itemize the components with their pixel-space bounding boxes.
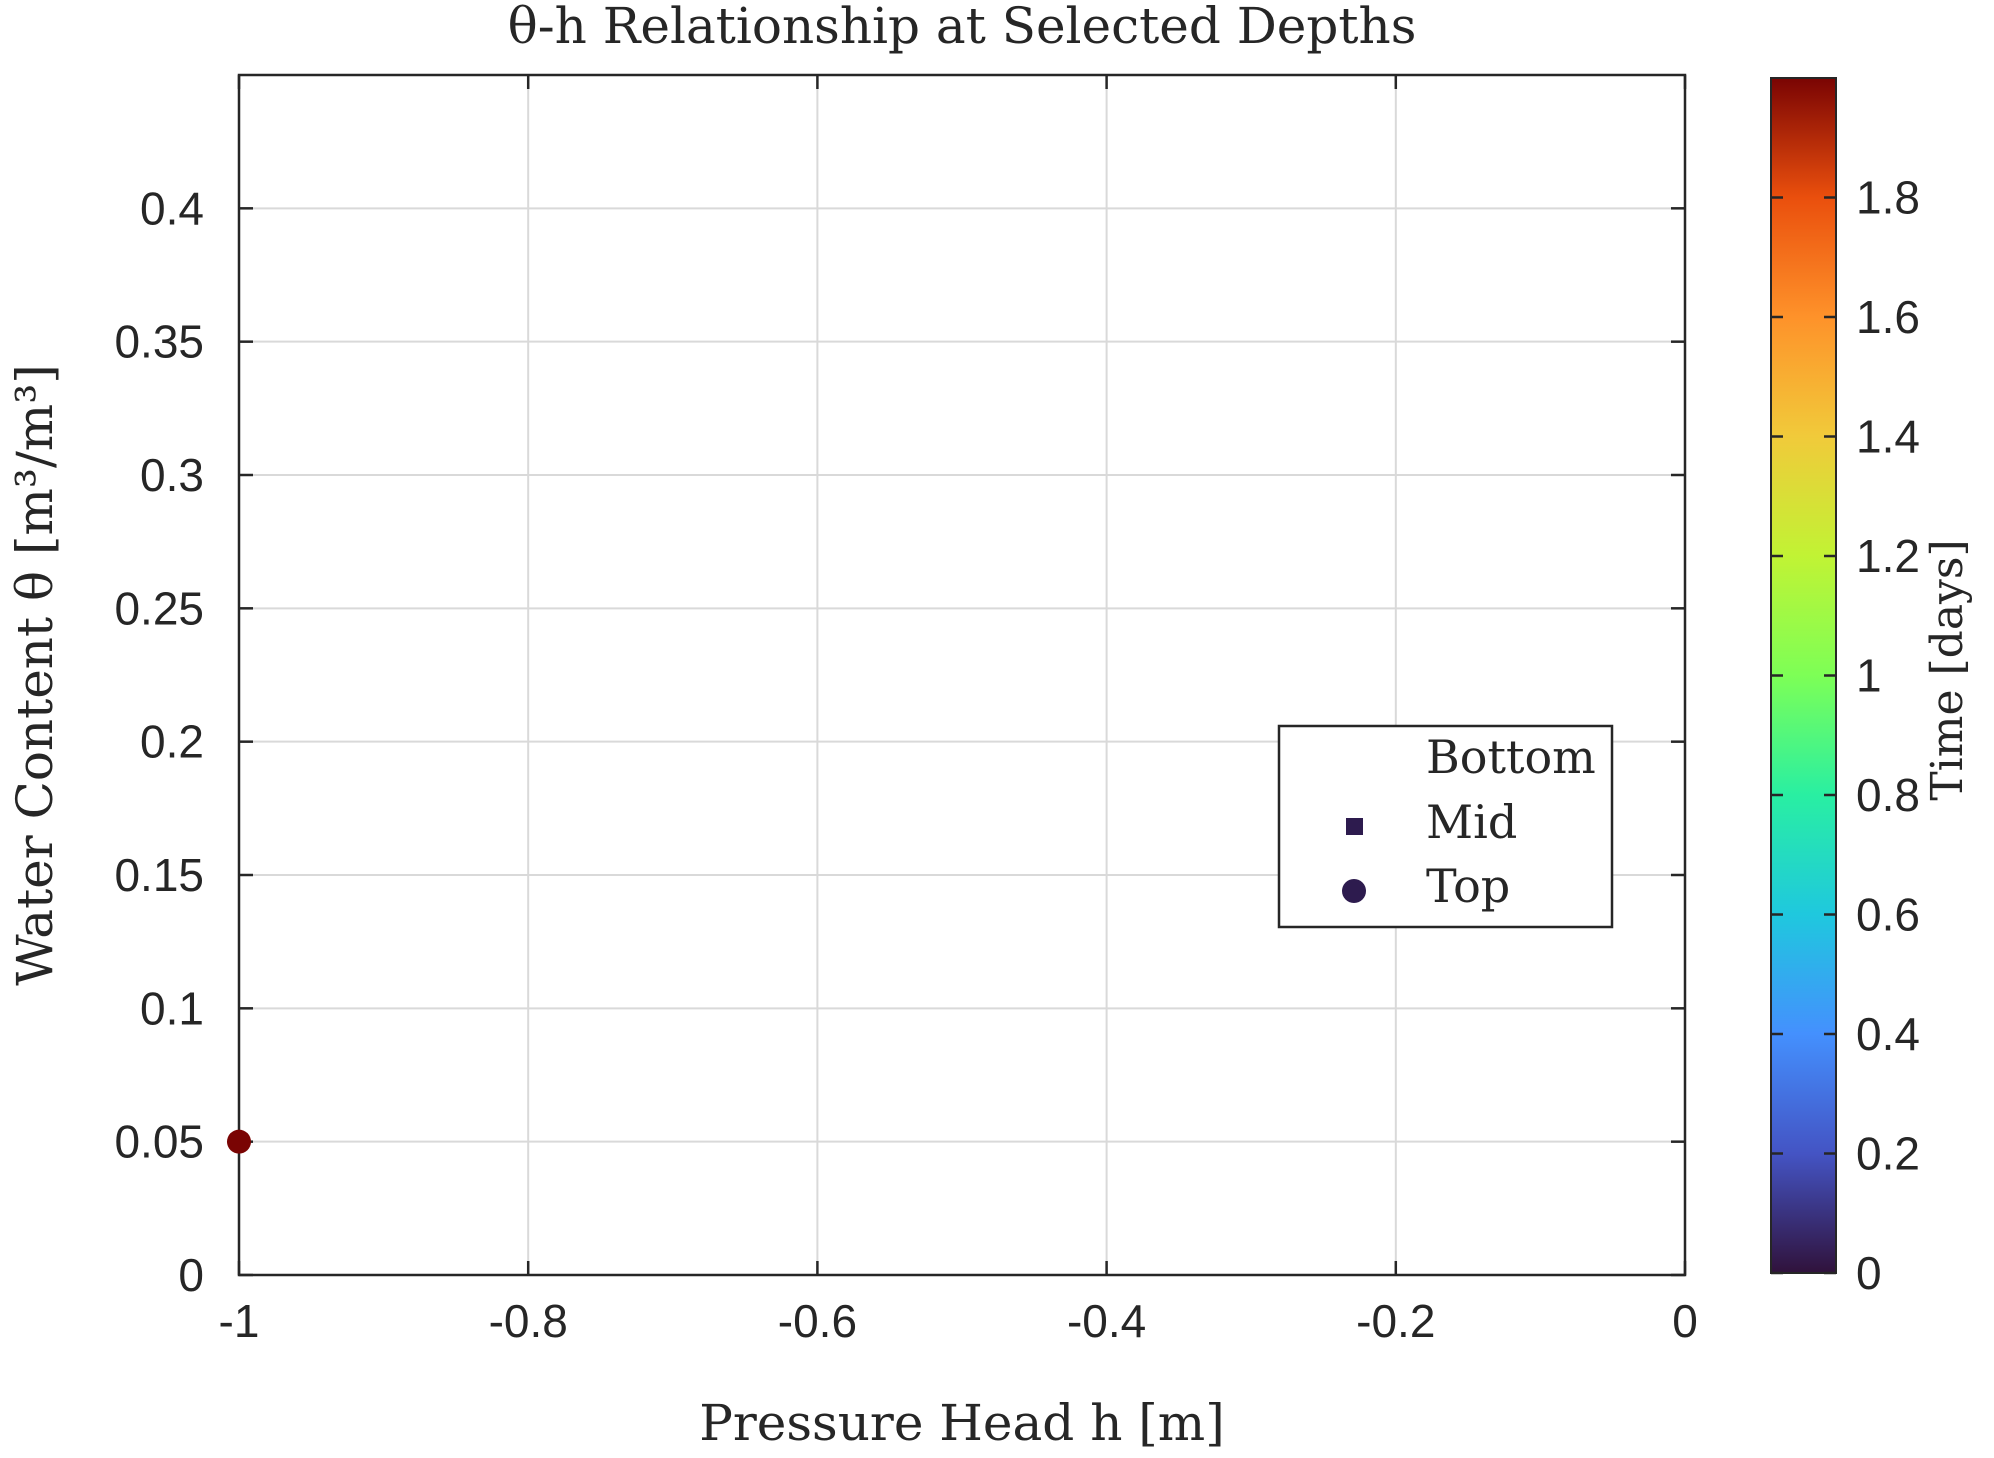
y-tick-label: 0.15 bbox=[114, 849, 204, 901]
colorbar-tick-label: 0 bbox=[1856, 1247, 1882, 1299]
colorbar-tick-label: 0.6 bbox=[1856, 889, 1920, 941]
legend-label-top: Top bbox=[1426, 859, 1510, 913]
colorbar-tick-label: 1 bbox=[1856, 650, 1882, 702]
colorbar-tick-label: 1.6 bbox=[1856, 291, 1920, 343]
x-tick-labels: -1 -0.8 -0.6 -0.4 -0.2 0 bbox=[219, 1295, 1698, 1347]
x-tick-label: -1 bbox=[219, 1295, 260, 1347]
colorbar-tick-label: 1.2 bbox=[1856, 530, 1920, 582]
legend-label-bottom: Bottom bbox=[1426, 730, 1596, 784]
colorbar-tick-label: 1.4 bbox=[1856, 411, 1920, 463]
legend-label-mid: Mid bbox=[1426, 795, 1517, 849]
y-tick-labels: 0 0.05 0.1 0.15 0.2 0.25 0.3 0.35 0.4 bbox=[114, 182, 204, 1301]
colorbar-tick-label: 1.8 bbox=[1856, 172, 1920, 224]
y-tick-label: 0.2 bbox=[140, 716, 204, 768]
y-tick-label: 0.4 bbox=[140, 182, 204, 234]
x-tick-label: -0.8 bbox=[489, 1295, 568, 1347]
legend: Bottom Mid Top bbox=[1277, 724, 1614, 929]
x-tick-label: -0.6 bbox=[778, 1295, 857, 1347]
data-points bbox=[227, 1129, 251, 1154]
data-point-top bbox=[227, 1129, 251, 1154]
x-tick-label: -0.4 bbox=[1067, 1295, 1146, 1347]
plot-area-frame bbox=[237, 73, 1687, 1277]
y-tick-label: 0 bbox=[178, 1249, 204, 1301]
y-tick-label: 0.1 bbox=[140, 982, 204, 1034]
colorbar-tick-label: 0.4 bbox=[1856, 1008, 1920, 1060]
x-tick-label: -0.2 bbox=[1356, 1295, 1435, 1347]
legend-marker-mid-square bbox=[1346, 818, 1363, 835]
colorbar-label: Time [days] bbox=[1922, 539, 1973, 800]
x-tick-label: 0 bbox=[1672, 1295, 1698, 1347]
y-tick-label: 0.3 bbox=[140, 449, 204, 501]
colorbar-ticks: 0 0.2 0.4 0.6 0.8 1 1.2 1.4 1.6 1.8 bbox=[1771, 172, 1920, 1299]
y-axis-label: Water Content θ [m³/m³] bbox=[6, 364, 64, 986]
colorbar-tick-label: 0.2 bbox=[1856, 1128, 1920, 1180]
x-axis-label: Pressure Head h [m] bbox=[699, 1394, 1224, 1452]
colorbar: 0 0.2 0.4 0.6 0.8 1 1.2 1.4 1.6 1.8 Time [days] bbox=[1770, 77, 1973, 1299]
colorbar-tick-label: 0.8 bbox=[1856, 769, 1920, 821]
legend-marker-top-circle bbox=[1342, 879, 1366, 903]
y-tick-label: 0.05 bbox=[114, 1116, 204, 1168]
chart-title: θ-h Relationship at Selected Depths bbox=[508, 0, 1417, 55]
y-tick-label: 0.35 bbox=[114, 316, 204, 368]
y-tick-label: 0.25 bbox=[114, 582, 204, 634]
legend-box bbox=[1277, 724, 1614, 929]
